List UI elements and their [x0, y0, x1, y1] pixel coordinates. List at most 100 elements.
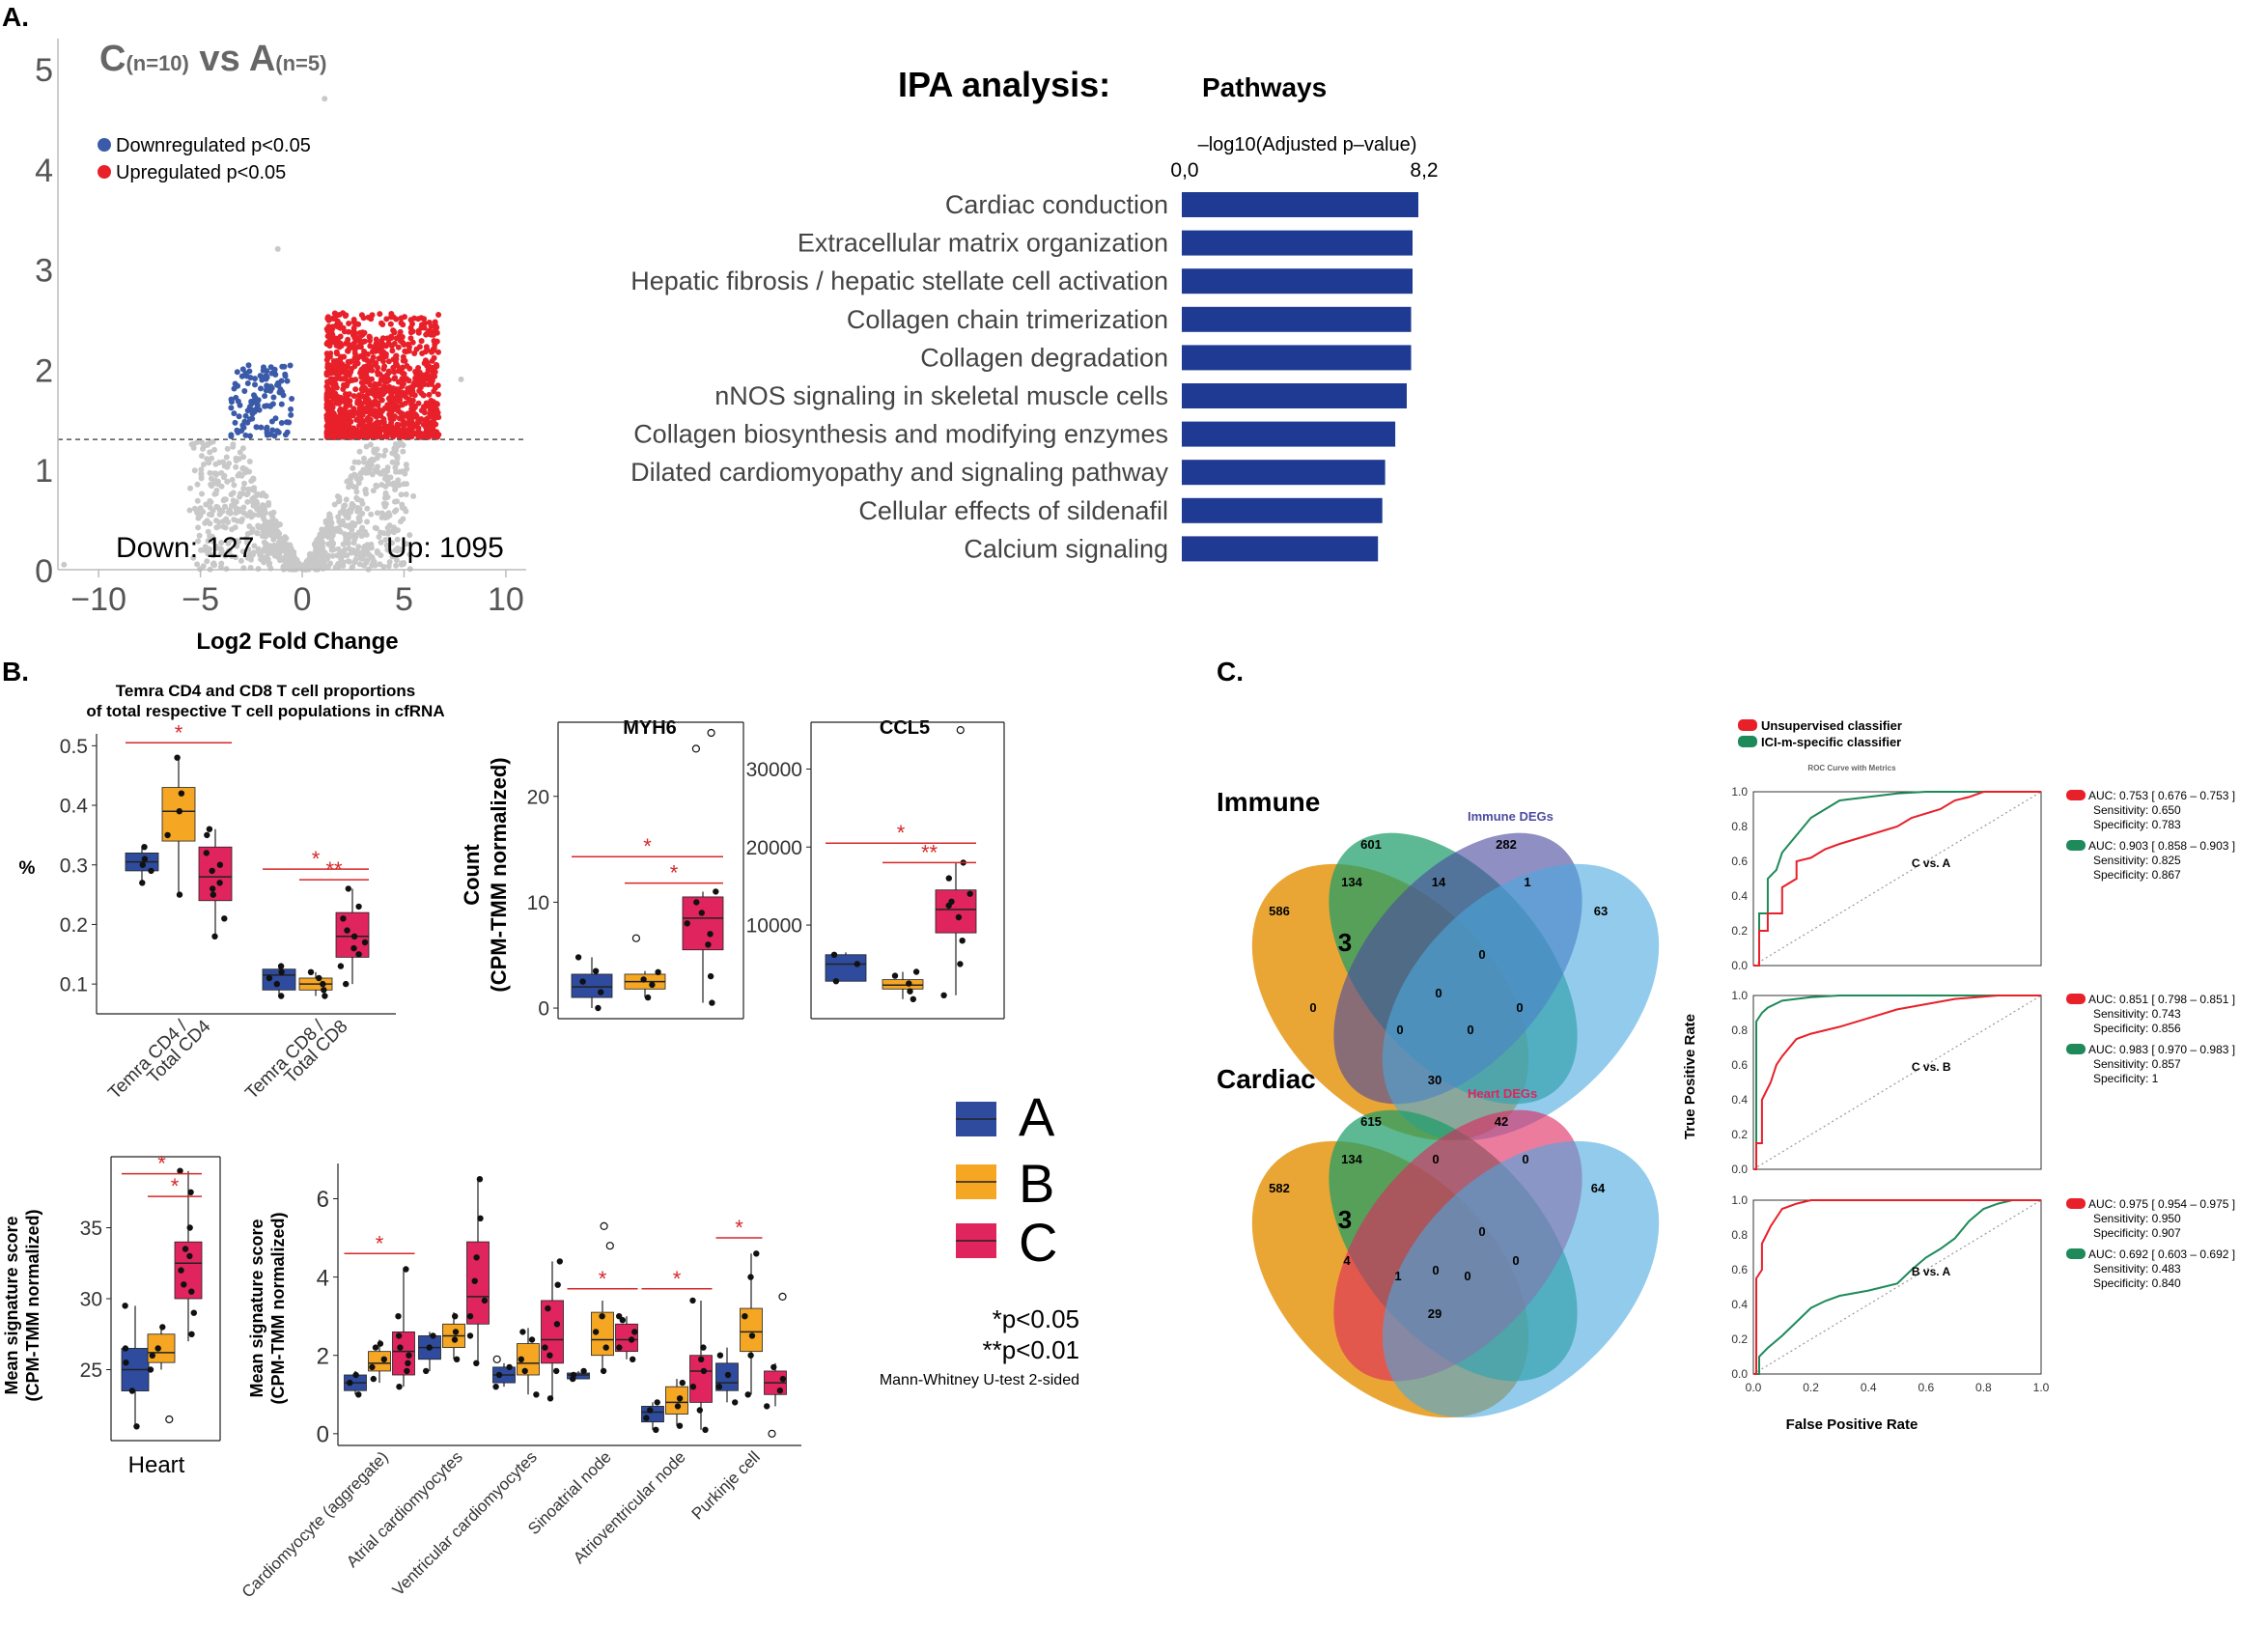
box-point — [395, 1312, 402, 1320]
volcano-point — [287, 362, 294, 369]
roc-metric-green-swatch — [2066, 1044, 2086, 1054]
volcano-point — [430, 423, 436, 430]
volcano-x-ticks: −10 −5 0 5 10 — [70, 570, 524, 618]
box-point — [605, 1242, 614, 1250]
volcano-point — [240, 454, 247, 461]
volcano-point — [424, 401, 431, 407]
volcano-point — [390, 364, 397, 371]
box-point — [553, 1321, 561, 1328]
box-point — [679, 1379, 686, 1387]
volcano-point — [385, 395, 392, 402]
volcano-point — [261, 554, 267, 561]
volcano-point — [412, 375, 419, 381]
roc-y-tick-label: 0.4 — [1731, 1298, 1748, 1311]
volcano-point — [385, 368, 392, 375]
box-point — [209, 867, 215, 875]
volcano-point — [307, 550, 314, 557]
volcano-point — [382, 353, 389, 360]
volcano-point — [397, 547, 404, 553]
volcano-point — [332, 564, 339, 571]
volcano-point — [236, 413, 242, 420]
volcano-point — [423, 344, 430, 350]
volcano-point — [264, 523, 270, 530]
volcano-point — [385, 358, 392, 365]
roc-curves: Unsupervised classifier ICI-m-specific c… — [1682, 718, 2235, 1433]
ipa-bars: Cardiac conduction Extracellular matrix o… — [630, 190, 1418, 563]
volcano-point — [353, 489, 360, 495]
volcano-x-label: Log2 Fold Change — [196, 629, 398, 655]
box-point — [355, 1391, 362, 1398]
box-point — [476, 1175, 484, 1183]
box-point — [647, 1407, 654, 1414]
volcano-point — [210, 438, 216, 445]
volcano-point — [364, 505, 371, 512]
volcano-point — [393, 507, 400, 514]
volcano-point — [429, 380, 434, 387]
volcano-point — [350, 406, 357, 412]
volcano-point — [231, 385, 238, 392]
volcano-point — [331, 501, 338, 508]
volcano-point — [216, 511, 223, 518]
volcano-point — [277, 557, 283, 564]
box-point — [495, 1371, 503, 1379]
box-point — [956, 725, 965, 735]
box-body — [262, 968, 296, 991]
roc-metric-red-swatch — [2066, 790, 2086, 800]
volcano-point — [361, 406, 368, 411]
box-point — [580, 1367, 587, 1375]
volcano-point — [212, 461, 219, 467]
box-y-tick-label: 35 — [80, 1218, 102, 1240]
roc-diagonal — [1752, 995, 2042, 1170]
box-point — [204, 831, 210, 839]
volcano-point — [350, 393, 357, 400]
box-point — [340, 915, 347, 922]
venn-blue-set — [1382, 1140, 1660, 1418]
box-point — [700, 1344, 707, 1351]
volcano-point — [418, 315, 425, 322]
volcano-point — [245, 362, 252, 369]
volcano-point — [403, 491, 409, 497]
legend-label-c: C — [1019, 1212, 1057, 1273]
volcano-point — [332, 335, 339, 342]
roc-y-tick-label: 0.0 — [1731, 1367, 1748, 1381]
volcano-point — [424, 371, 431, 378]
volcano-point — [207, 533, 213, 540]
box-point — [616, 1312, 623, 1320]
significance-label: * — [670, 861, 679, 885]
box-point — [912, 968, 920, 975]
roc-legend-red-swatch — [1738, 719, 1757, 731]
roc-panels: 0.0 0.2 0.4 0.6 0.8 1.0 C vs. A AUC: 0.753 [ 0.… — [1731, 785, 2235, 1394]
roc-metric-red: Sensitivity: 0.650 — [2093, 803, 2181, 817]
box-point — [518, 1356, 525, 1363]
box-point — [209, 885, 216, 892]
volcano-point — [373, 413, 379, 420]
ipa-category-label: Collagen biosynthesis and modifying enzy… — [633, 420, 1168, 449]
volcano-point — [368, 387, 375, 394]
pvalue-note-2: **p<0.01 — [983, 1335, 1079, 1364]
volcano-point — [369, 471, 376, 478]
volcano-point — [274, 428, 281, 435]
box-body — [517, 1343, 540, 1376]
venn-count-gp: 0 — [1432, 1152, 1439, 1166]
volcano-point — [389, 348, 396, 354]
roc-x-tick-label: 0.4 — [1861, 1381, 1877, 1394]
box-point — [406, 1352, 412, 1359]
volcano-point — [345, 558, 351, 565]
roc-y-tick-label: 1.0 — [1731, 989, 1748, 1002]
box-point — [139, 861, 146, 868]
volcano-point — [371, 558, 378, 565]
box-point — [451, 1336, 459, 1343]
volcano-point — [228, 432, 235, 438]
volcano-point — [369, 349, 376, 355]
box-point — [640, 976, 647, 983]
box-point — [592, 967, 600, 974]
volcano-point — [321, 531, 327, 538]
temra-title-line2: of total respective T cell populations i… — [86, 702, 444, 720]
volcano-point — [380, 452, 387, 459]
volcano-point — [228, 536, 235, 543]
volcano-point — [356, 448, 363, 455]
volcano-point — [350, 502, 357, 509]
volcano-point — [280, 392, 287, 399]
box-point — [654, 1399, 660, 1406]
volcano-point — [400, 364, 406, 371]
